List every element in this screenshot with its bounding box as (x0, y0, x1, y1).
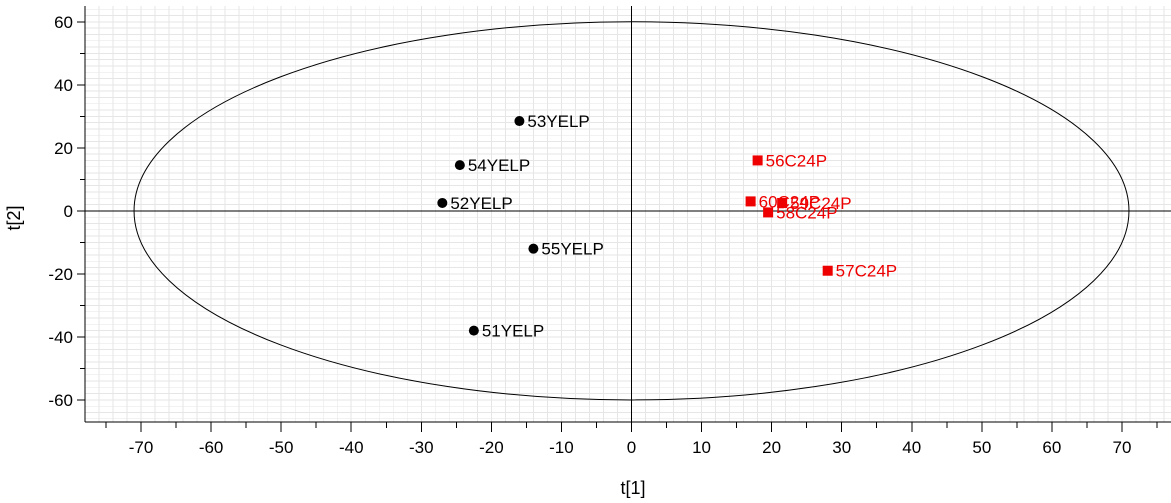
y-tick-label: -60 (48, 391, 73, 410)
point-label: 51YELP (482, 322, 544, 341)
tick-labels: -70 -60 -50 -40 -30 -20 -10 0 10 20 30 40 50 60 70 -60 -… (48, 13, 1131, 457)
y-tick-label: 20 (54, 139, 73, 158)
y-tick-label: 60 (54, 13, 73, 32)
point-label: 56C24P (766, 151, 827, 170)
zero-lines (85, 6, 1171, 422)
grid-lines (84, 6, 1171, 422)
point-marker (454, 160, 465, 171)
x-tick-label: 60 (1042, 438, 1061, 457)
x-tick-label: 0 (627, 438, 636, 457)
plot-frame (84, 6, 1171, 423)
confidence-ellipse (133, 21, 1130, 401)
x-tick-label: -60 (199, 438, 224, 457)
x-tick-label: 10 (692, 438, 711, 457)
point-label: 60C24P (759, 192, 820, 211)
x-tick-label: -30 (409, 438, 434, 457)
y-axis-title: t[2] (4, 205, 24, 230)
tick-marks (77, 21, 1158, 432)
x-tick-label: -40 (339, 438, 364, 457)
point-label: 58C24P (776, 203, 837, 222)
x-tick-label: 30 (832, 438, 851, 457)
point-marker (528, 243, 539, 254)
x-tick-label: -50 (269, 438, 294, 457)
point-marker (468, 325, 479, 336)
point-marker (745, 196, 756, 207)
x-tick-label: -70 (129, 438, 154, 457)
point-marker (763, 207, 774, 218)
point-label: 54YELP (468, 156, 530, 175)
point-marker (437, 197, 448, 208)
point-label: 53YELP (527, 112, 589, 131)
point-label: 55YELP (541, 240, 603, 259)
y-tick-label: 0 (64, 202, 73, 221)
hotelling-ellipse (133, 21, 1130, 401)
y-tick-label: 40 (54, 76, 73, 95)
x-tick-label: 70 (1112, 438, 1131, 457)
x-tick-label: 40 (902, 438, 921, 457)
point-marker (777, 197, 788, 208)
y-tick-label: -40 (48, 328, 73, 347)
x-axis-title: t[1] (620, 478, 645, 498)
y-tick-label: -20 (48, 265, 73, 284)
point-marker (514, 116, 525, 127)
point-marker (752, 155, 763, 166)
x-tick-label: -10 (549, 438, 574, 457)
x-tick-label: -20 (479, 438, 504, 457)
data-points: 53YELP 54YELP 52YELP 55YELP 51YELP 56C24P 60C2… (437, 112, 897, 341)
point-label: 57C24P (836, 262, 897, 281)
x-tick-label: 50 (972, 438, 991, 457)
point-label: 59C24P (790, 194, 851, 213)
point-label: 52YELP (450, 194, 512, 213)
point-marker (822, 265, 833, 276)
x-tick-label: 20 (762, 438, 781, 457)
